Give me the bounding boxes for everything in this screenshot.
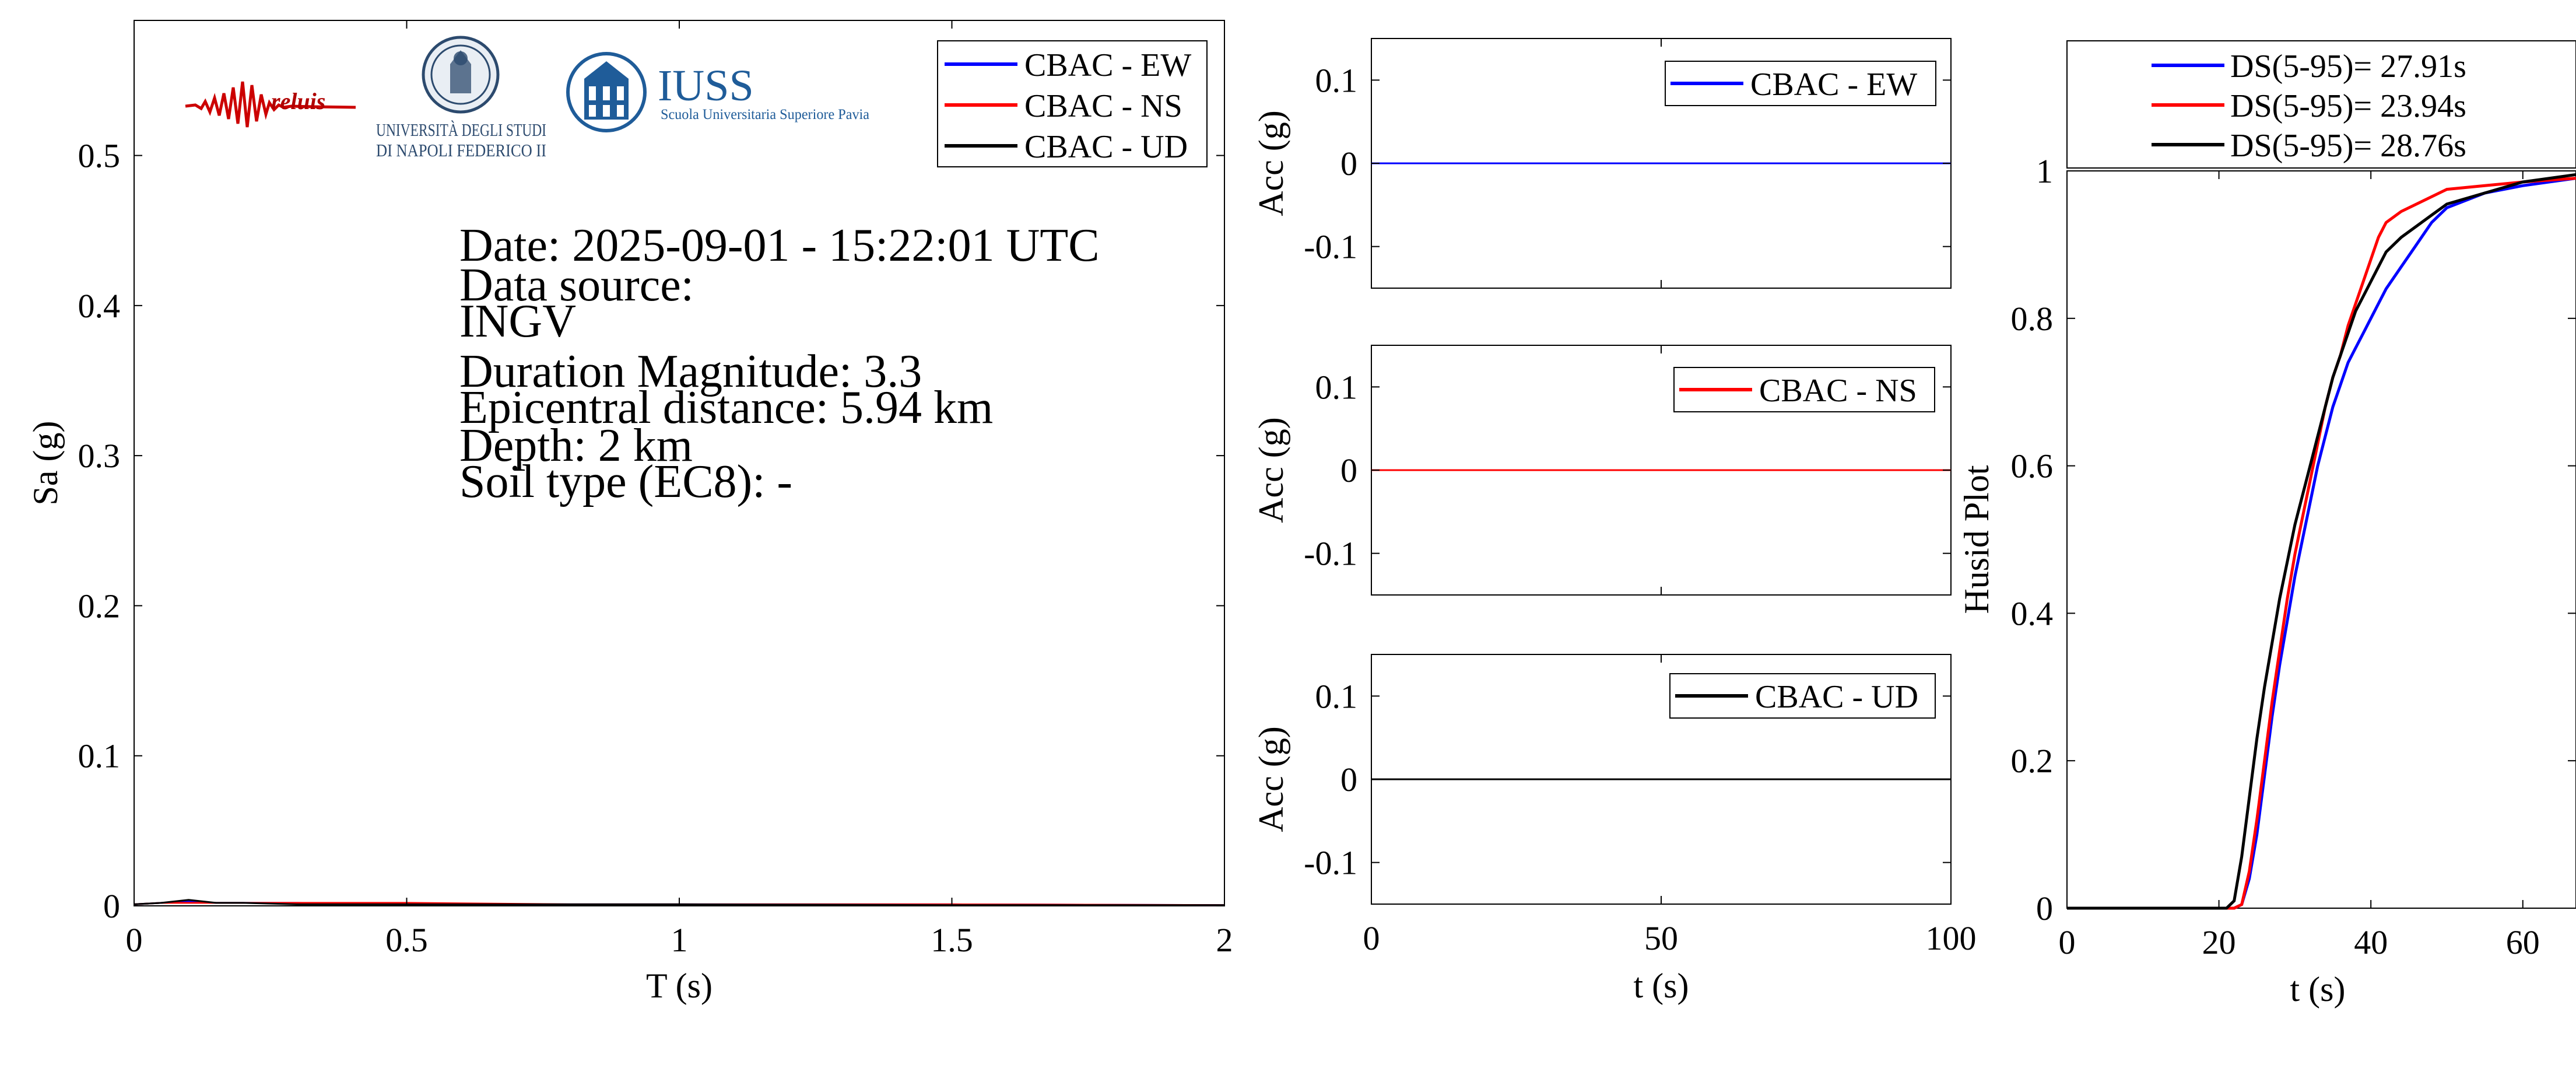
acc-ns-panel: -0.1 0 0.1 Acc (g) CBAC - NS <box>1252 345 1952 596</box>
husid-legend: DS(5-95)= 27.91s DS(5-95)= 23.94s DS(5-9… <box>2066 40 2576 169</box>
acc-ew-ticks: -0.1 0 0.1 <box>1304 38 1952 288</box>
spectrum-xtick-label: 1 <box>671 921 688 959</box>
husid-ytick-label: 0.8 <box>2011 300 2054 338</box>
husid-ytick-label: 1 <box>2036 152 2053 190</box>
iuss-building-icon <box>566 52 647 132</box>
unina-logo: UNIVERSITÀ DEGLI STUDI DI NAPOLI FEDERIC… <box>376 36 546 160</box>
reluis-logo: reluis <box>185 81 356 128</box>
epicentral-distance: Epicentral distance: 5.94 km <box>459 382 993 433</box>
data-source-label: Data source: <box>459 260 694 311</box>
husid-ytick-label: 0 <box>2036 890 2053 927</box>
acc-ud-legend-label: CBAC - UD <box>1755 679 1918 715</box>
data-source-value: INGV <box>459 296 576 347</box>
iuss-logo: IUSS Scuola Universitaria Superiore Pavi… <box>566 52 869 132</box>
acc_ud-xtick-label: 100 <box>1926 919 1977 957</box>
acc-ew-ylabel: Acc (g) <box>1252 110 1290 216</box>
acc-ns-legend-label: CBAC - NS <box>1759 373 1917 409</box>
spectrum-curves <box>134 899 1225 906</box>
unina-seal-icon <box>422 36 500 114</box>
husid-ytick-label: 0.2 <box>2011 742 2054 780</box>
spectrum-legend-ns: CBAC - NS <box>1024 88 1182 124</box>
husid-xlabel: t (s) <box>2290 970 2346 1009</box>
acc-ns-ticks: -0.1 0 0.1 <box>1304 345 1952 595</box>
husid-xtick-label: 60 <box>2506 923 2540 961</box>
husid-series-2 <box>2067 173 2576 910</box>
event-info: Date: 2025-09-01 - 15:22:01 UTC Data sou… <box>459 220 1100 507</box>
depth: Depth: 2 km <box>459 420 693 471</box>
acc_ns-ytick-label: 0.1 <box>1315 368 1358 406</box>
spectrum-ticks: 0 0.5 1 1.5 2 0 0.1 0.2 0.3 0.4 0.5 <box>78 20 1233 959</box>
husid-ylabel: Husid Plot <box>1957 465 1996 614</box>
spectrum-xtick-label: 1.5 <box>931 921 973 959</box>
acc-ud-ticks: 0 50 100-0.100.1 <box>1304 654 1977 957</box>
husid-legend-ns: DS(5-95)= 23.94s <box>2230 88 2466 124</box>
spectrum-plot-frame <box>134 20 1225 906</box>
acc_ns-ytick-label: -0.1 <box>1304 535 1357 573</box>
acc-ew-legend-label: CBAC - EW <box>1750 66 1917 103</box>
spectrum-ytick-label: 0.1 <box>78 737 121 775</box>
spectrum-ytick-label: 0.2 <box>78 587 121 625</box>
event-date: Date: 2025-09-01 - 15:22:01 UTC <box>459 220 1100 271</box>
acc_ew-ytick-label: -0.1 <box>1304 228 1357 266</box>
acc_ud-xtick-label: 50 <box>1644 919 1678 957</box>
acc_ns-ytick-label: 0 <box>1340 451 1357 489</box>
acc-ud-ylabel: Acc (g) <box>1252 726 1290 832</box>
spectrum-xtick-label: 2 <box>1216 921 1233 959</box>
reluis-logo-text: reluis <box>271 88 325 114</box>
acc-ns-legend: CBAC - NS <box>1673 367 1935 412</box>
spectrum-series-2 <box>134 899 1224 906</box>
husid-ytick-label: 0.4 <box>2011 594 2054 632</box>
acc-ud-legend: CBAC - UD <box>1669 673 1936 719</box>
acc-ns-ylabel: Acc (g) <box>1252 417 1290 523</box>
unina-line1: UNIVERSITÀ DEGLI STUDI <box>376 120 546 140</box>
acc-ew-legend: CBAC - EW <box>1665 61 1936 106</box>
husid-plot-frame <box>2066 170 2576 909</box>
soil-type: Soil type (EC8): - <box>459 456 792 507</box>
husid-xtick-label: 40 <box>2354 923 2388 961</box>
husid-panel: 0 20 40 60 0 0.2 0.4 0.6 0.8 1 t (s) Husid Plot D… <box>1957 40 2576 1009</box>
unina-line2: DI NAPOLI FEDERICO II <box>376 140 546 160</box>
acc-ew-panel: -0.1 0 0.1 Acc (g) CBAC - EW <box>1252 38 1952 289</box>
spectrum-ytick-label: 0.3 <box>78 437 121 475</box>
husid-legend-ud: DS(5-95)= 28.76s <box>2230 128 2466 164</box>
acc-ud-panel: 0 50 100-0.100.1 t (s) Acc (g) CBAC - UD <box>1252 654 1977 1005</box>
husid-curves <box>2067 173 2576 910</box>
acc_ud-ytick-label: -0.1 <box>1304 844 1357 882</box>
duration-magnitude: Duration Magnitude: 3.3 <box>459 346 922 397</box>
spectrum-ytick-label: 0.5 <box>78 137 121 175</box>
husid-series-0 <box>2067 177 2576 910</box>
husid-ticks: 0 20 40 60 0 0.2 0.4 0.6 0.8 1 <box>2011 152 2576 961</box>
acc_ew-ytick-label: 0 <box>1340 145 1357 183</box>
spectrum-xtick-label: 0.5 <box>385 921 428 959</box>
acc_ud-ytick-label: 0.1 <box>1315 677 1358 715</box>
iuss-name: IUSS <box>658 61 754 110</box>
spectrum-legend: CBAC - EW CBAC - NS CBAC - UD <box>937 40 1208 167</box>
spectrum-xlabel: T (s) <box>646 967 713 1005</box>
iuss-subtitle: Scuola Universitaria Superiore Pavia <box>661 107 869 122</box>
acc_ud-ytick-label: 0 <box>1340 761 1357 799</box>
husid-xtick-label: 20 <box>2202 923 2236 961</box>
spectrum-panel: 0 0.5 1 1.5 2 0 0.1 0.2 0.3 0.4 0.5 T (s) Sa (g) r… <box>26 20 1233 1005</box>
acc_ew-ytick-label: 0.1 <box>1315 61 1358 99</box>
seismogram-icon <box>185 81 356 128</box>
husid-ytick-label: 0.6 <box>2011 447 2054 485</box>
spectrum-ylabel: Sa (g) <box>26 421 65 506</box>
husid-legend-ew: DS(5-95)= 27.91s <box>2230 48 2466 85</box>
husid-xtick-label: 0 <box>2059 923 2076 961</box>
spectrum-xtick-label: 0 <box>126 921 143 959</box>
spectrum-legend-ew: CBAC - EW <box>1024 47 1191 83</box>
acc_ud-xtick-label: 0 <box>1363 919 1380 957</box>
spectrum-ytick-label: 0.4 <box>78 287 121 325</box>
acc-ud-xlabel: t (s) <box>1634 967 1689 1005</box>
spectrum-legend-ud: CBAC - UD <box>1024 129 1188 165</box>
spectrum-ytick-label: 0 <box>103 887 120 925</box>
